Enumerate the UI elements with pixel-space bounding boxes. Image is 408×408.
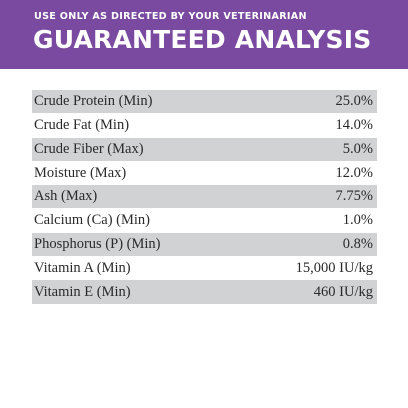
header-subtitle: USE ONLY AS DIRECTED BY YOUR VETERINARIA…	[34, 11, 307, 22]
row-label: Vitamin A (Min)	[34, 259, 131, 276]
table-row: Ash (Max) 7.75%	[32, 185, 377, 209]
header-banner: USE ONLY AS DIRECTED BY YOUR VETERINARIA…	[0, 0, 408, 69]
table-row: Moisture (Max) 12.0%	[32, 161, 377, 184]
table-row: Vitamin E (Min) 460 IU/kg	[32, 280, 377, 304]
row-value: 25.0%	[335, 93, 373, 110]
table-row: Crude Fat (Min) 14.0%	[32, 114, 377, 137]
table-row: Vitamin A (Min) 15,000 IU/kg	[32, 257, 377, 280]
table-row: Phosphorus (P) (Min) 0.8%	[32, 232, 377, 257]
row-value: 7.75%	[335, 188, 373, 205]
guaranteed-analysis-table: Crude Protein (Min) 25.0% Crude Fat (Min…	[32, 90, 377, 304]
row-value: 1.0%	[342, 212, 373, 229]
row-label: Ash (Max)	[34, 188, 98, 205]
row-value: 14.0%	[335, 116, 373, 133]
row-value: 0.8%	[342, 235, 373, 252]
row-label: Phosphorus (P) (Min)	[34, 235, 161, 252]
row-label: Crude Fat (Min)	[34, 116, 130, 133]
row-label: Vitamin E (Min)	[34, 283, 131, 300]
row-value: 460 IU/kg	[313, 283, 373, 300]
table-row: Crude Protein (Min) 25.0%	[32, 90, 377, 114]
row-label: Moisture (Max)	[34, 164, 127, 181]
row-value: 12.0%	[335, 164, 373, 181]
table-row: Crude Fiber (Max) 5.0%	[32, 137, 377, 161]
page-title: GUARANTEED ANALYSIS	[33, 25, 372, 54]
row-label: Crude Protein (Min)	[34, 93, 153, 110]
row-value: 5.0%	[342, 140, 373, 157]
row-label: Calcium (Ca) (Min)	[34, 212, 150, 229]
table-row: Calcium (Ca) (Min) 1.0%	[32, 209, 377, 232]
row-value: 15,000 IU/kg	[295, 259, 373, 276]
row-label: Crude Fiber (Max)	[34, 140, 144, 157]
